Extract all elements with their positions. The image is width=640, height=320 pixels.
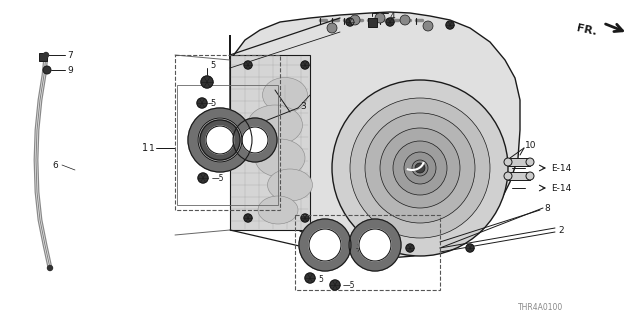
- Circle shape: [301, 61, 309, 69]
- Circle shape: [43, 66, 51, 74]
- Circle shape: [466, 244, 474, 252]
- Circle shape: [423, 21, 433, 31]
- Ellipse shape: [255, 139, 305, 177]
- Circle shape: [44, 52, 49, 58]
- Text: 2: 2: [558, 226, 564, 235]
- Text: THR4A0100: THR4A0100: [518, 303, 563, 313]
- Circle shape: [349, 219, 401, 271]
- Circle shape: [400, 15, 410, 25]
- Bar: [508, 172, 530, 180]
- Text: —5: —5: [212, 173, 225, 182]
- Circle shape: [198, 173, 208, 183]
- Text: 6: 6: [52, 161, 58, 170]
- Ellipse shape: [262, 77, 307, 113]
- Circle shape: [526, 158, 534, 166]
- Circle shape: [504, 172, 512, 180]
- Ellipse shape: [268, 169, 312, 201]
- Circle shape: [406, 244, 414, 252]
- Text: FR.: FR.: [576, 23, 598, 37]
- Text: 4: 4: [390, 12, 396, 21]
- Text: 5: 5: [210, 60, 215, 69]
- Text: 5: 5: [318, 276, 323, 284]
- Circle shape: [380, 128, 460, 208]
- Text: 1: 1: [149, 143, 155, 153]
- Ellipse shape: [258, 196, 298, 224]
- Circle shape: [346, 18, 354, 26]
- Bar: [367, 18, 376, 27]
- Circle shape: [197, 98, 207, 108]
- Circle shape: [299, 219, 351, 271]
- Bar: [177, 85, 278, 205]
- Circle shape: [350, 98, 490, 238]
- Circle shape: [327, 23, 337, 33]
- Circle shape: [301, 214, 309, 222]
- Text: 1: 1: [142, 143, 148, 153]
- Circle shape: [504, 158, 512, 166]
- Text: 5: 5: [210, 99, 215, 108]
- Bar: [175, 55, 280, 210]
- Circle shape: [332, 80, 508, 256]
- Text: —5: —5: [343, 282, 355, 291]
- Ellipse shape: [248, 105, 303, 145]
- Bar: [508, 158, 530, 166]
- Circle shape: [200, 120, 240, 160]
- Circle shape: [309, 229, 341, 261]
- Circle shape: [330, 280, 340, 290]
- Text: E-14: E-14: [551, 164, 572, 172]
- Text: 3: 3: [300, 101, 306, 110]
- Text: E-14: E-14: [551, 183, 572, 193]
- Bar: [230, 55, 310, 230]
- Circle shape: [233, 118, 277, 162]
- Circle shape: [412, 160, 428, 176]
- Text: 8: 8: [544, 204, 550, 212]
- Bar: [295, 215, 440, 290]
- Circle shape: [393, 141, 447, 195]
- Text: 9: 9: [67, 66, 73, 75]
- Circle shape: [375, 13, 385, 23]
- Circle shape: [365, 113, 475, 223]
- Text: 7: 7: [67, 51, 73, 60]
- Circle shape: [359, 229, 391, 261]
- Circle shape: [201, 76, 213, 88]
- Circle shape: [206, 126, 234, 154]
- Circle shape: [244, 61, 252, 69]
- Bar: [39, 53, 47, 61]
- Text: 10: 10: [525, 140, 536, 149]
- Circle shape: [188, 108, 252, 172]
- Circle shape: [47, 266, 52, 270]
- Polygon shape: [230, 12, 520, 258]
- Circle shape: [415, 163, 425, 173]
- Circle shape: [446, 21, 454, 29]
- Circle shape: [350, 15, 360, 25]
- Circle shape: [244, 214, 252, 222]
- Circle shape: [404, 152, 436, 184]
- Circle shape: [242, 127, 268, 153]
- Circle shape: [305, 273, 315, 283]
- Circle shape: [526, 172, 534, 180]
- Circle shape: [386, 18, 394, 26]
- Circle shape: [198, 118, 242, 162]
- Circle shape: [356, 244, 364, 252]
